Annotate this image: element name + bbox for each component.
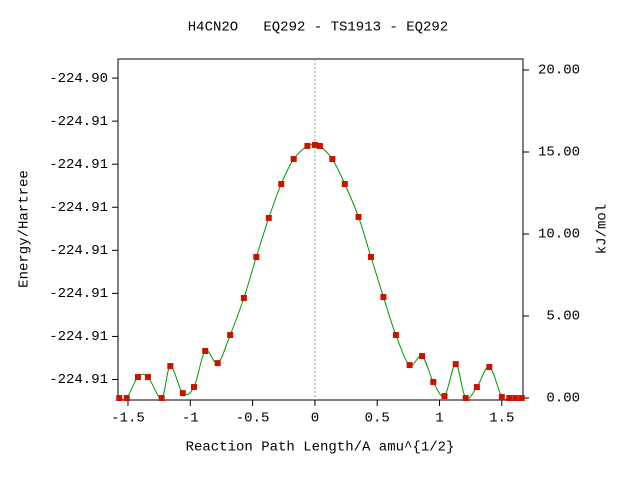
y-tick-label: -224.91 [49, 286, 108, 302]
point-marker [191, 384, 198, 391]
point-marker [430, 378, 437, 385]
point-marker [134, 374, 141, 381]
point-marker [316, 142, 323, 149]
y2-tick-label: 15.00 [538, 145, 580, 161]
point-marker [144, 374, 151, 381]
y-tick-label: -224.91 [49, 329, 108, 345]
y-tick-label: -224.91 [49, 157, 108, 173]
series-line [119, 144, 522, 401]
x-tick-label: -1 [182, 411, 199, 427]
point-marker [419, 353, 426, 360]
point-marker [392, 332, 399, 339]
x-axis-label: Reaction Path Length/A amu^{1/2} [186, 440, 455, 456]
y-tick-label: -224.91 [49, 200, 108, 216]
point-marker [179, 390, 186, 397]
point-marker [452, 361, 459, 368]
point-marker [311, 141, 318, 148]
x-tick-label: 1 [435, 411, 443, 427]
y-tick-label: -224.90 [49, 71, 108, 87]
y-tick-label: -224.91 [49, 372, 108, 388]
point-marker [214, 360, 221, 367]
x-tick-label: 1.5 [489, 411, 514, 427]
y-tick-label: -224.91 [49, 243, 108, 259]
x-tick-label: 0 [311, 411, 319, 427]
point-marker [406, 362, 413, 369]
y-tick-label: -224.91 [49, 114, 108, 130]
point-marker [441, 393, 448, 400]
point-marker [123, 395, 130, 402]
point-marker [367, 253, 374, 260]
x-tick-label: 0.5 [365, 411, 390, 427]
point-marker [290, 156, 297, 163]
point-marker [265, 214, 272, 221]
point-marker [227, 332, 234, 339]
point-marker [253, 253, 260, 260]
x-tick-label: -1.5 [111, 411, 145, 427]
chart-title: H4CN2O EQ292 - TS1913 - EQ292 [188, 20, 448, 36]
point-marker [486, 364, 493, 371]
point-marker [341, 180, 348, 187]
point-marker [462, 395, 469, 402]
y-axis-label: Energy/Hartree [17, 170, 33, 288]
point-marker [116, 395, 123, 402]
point-marker [498, 394, 505, 401]
point-marker [167, 363, 174, 370]
y2-axis-label: kJ/mol [595, 204, 611, 254]
point-marker [158, 395, 165, 402]
point-marker [512, 395, 519, 402]
x-tick-label: -0.5 [236, 411, 270, 427]
point-marker [518, 395, 525, 402]
point-marker [202, 347, 209, 354]
point-marker [473, 384, 480, 391]
point-marker [304, 142, 311, 149]
point-marker [240, 294, 247, 301]
point-marker [380, 293, 387, 300]
point-marker [278, 180, 285, 187]
point-marker [355, 213, 362, 220]
point-marker [506, 395, 513, 402]
y2-tick-label: 5.00 [546, 309, 580, 325]
plot-frame [117, 58, 524, 401]
y2-tick-label: 10.00 [538, 227, 580, 243]
y2-tick-label: 0.00 [546, 391, 580, 407]
y2-tick-label: 20.00 [538, 63, 580, 79]
point-marker [329, 156, 336, 163]
